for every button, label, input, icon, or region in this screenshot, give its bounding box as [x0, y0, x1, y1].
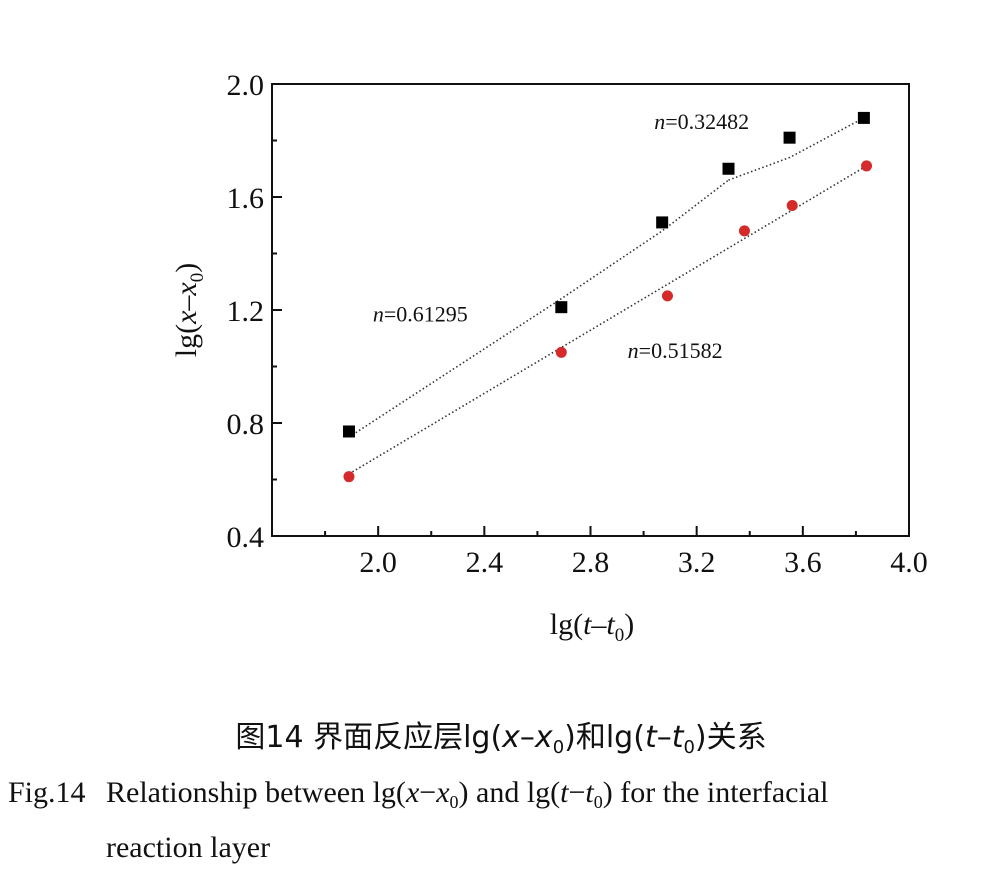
plot-area: 2.0 2.4 2.8 3.2 3.6 4.0 0.4 0.8 1.2 1.6 2.0 n=0.324…: [227, 69, 928, 579]
x-tick-label: 4.0: [890, 546, 928, 579]
fit-line: [728, 117, 865, 181]
fit-line: [348, 179, 729, 438]
y-axis-title: lg(x–x0): [170, 263, 208, 357]
y-tick-label: 1.2: [227, 295, 265, 328]
x-axis-title: lg(t–t0): [550, 608, 635, 646]
y-tick-label: 0.4: [227, 521, 265, 554]
figure-number: Fig.14: [8, 776, 86, 809]
figure-caption-english: Fig.14 Relationship between lg(x−x0) and …: [8, 770, 998, 871]
caption-line-2: reaction layer: [106, 831, 271, 864]
caption-line-1: Fig.14 Relationship between lg(x−x0) and …: [8, 770, 998, 825]
data-point-circle: [555, 346, 567, 358]
data-point-square: [656, 216, 669, 229]
fit-annotation: n=0.51582: [628, 338, 723, 363]
data-point-square: [783, 131, 796, 144]
data-point-circle: [786, 199, 798, 211]
data-point-square: [342, 425, 355, 438]
fit-line: [348, 165, 867, 475]
plot-frame: [271, 83, 910, 537]
x-tick-label: 2.4: [466, 546, 504, 579]
data-point-circle: [861, 160, 873, 172]
x-tick-label: 3.6: [784, 546, 822, 579]
x-tick-label: 2.8: [572, 546, 610, 579]
data-point-square: [857, 111, 870, 124]
data-point-circle: [343, 471, 355, 483]
data-point-square: [722, 162, 735, 175]
data-point-circle: [738, 225, 750, 237]
x-tick-label: 2.0: [359, 546, 397, 579]
y-tick-label: 1.6: [227, 182, 265, 215]
data-point-square: [555, 301, 568, 314]
data-point-circle: [661, 290, 673, 302]
x-tick-label: 3.2: [678, 546, 716, 579]
figure-caption-chinese: 图14 界面反应层lg(x–x0)和lg(t–t0)关系: [235, 720, 767, 758]
y-tick-label: 0.8: [227, 408, 265, 441]
chart: 2.0 2.4 2.8 3.2 3.6 4.0 0.4 0.8 1.2 1.6 2.0 n=0.324…: [170, 69, 928, 646]
fit-annotation: n=0.32482: [654, 109, 749, 134]
y-tick-label: 2.0: [227, 69, 265, 102]
fit-annotation: n=0.61295: [373, 301, 468, 326]
